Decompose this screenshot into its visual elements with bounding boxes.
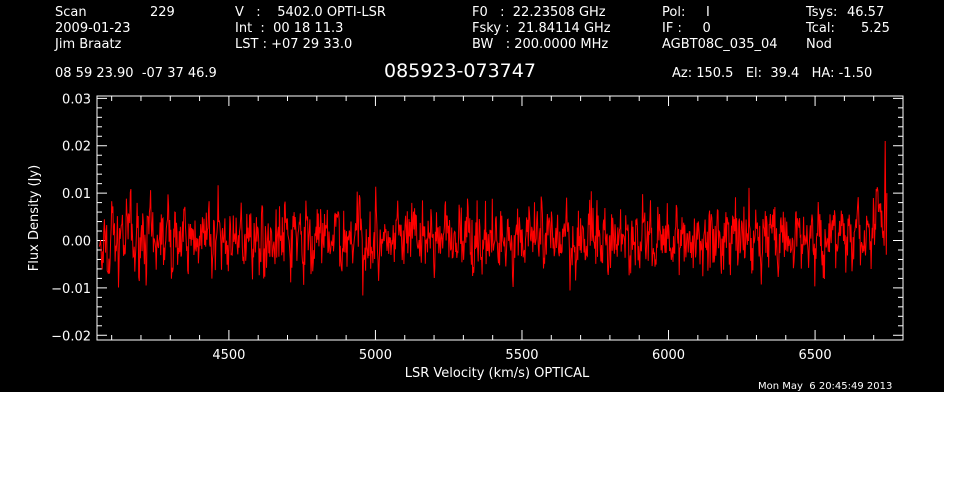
if-line: IF : 0 bbox=[662, 21, 711, 36]
spectrum-chart: 4500 5000 5500 6000 6500 −0.02 −0.01 0.00 0.01 0.… bbox=[27, 92, 904, 381]
y-tick-label: −0.02 bbox=[51, 329, 91, 344]
x-axis-label: LSR Velocity (km/s) OPTICAL bbox=[405, 366, 590, 381]
plot-timestamp: Mon May 6 20:45:49 2013 bbox=[758, 381, 893, 392]
y-tick-label: 0.02 bbox=[62, 140, 91, 155]
x-tick-label: 5000 bbox=[359, 348, 392, 363]
y-tick-label: 0.01 bbox=[62, 187, 91, 202]
x-tick-label: 6500 bbox=[799, 348, 832, 363]
sky-frequency-line: Fsky : 21.84114 GHz bbox=[472, 21, 611, 36]
rest-frequency-line: F0 : 22.23508 GHz bbox=[472, 5, 606, 20]
scan-label: Scan bbox=[55, 5, 87, 20]
observing-mode: Nod bbox=[806, 37, 832, 52]
polarization-line: Pol: I bbox=[662, 5, 710, 20]
tsys-label: Tsys: bbox=[806, 5, 838, 20]
integration-line: Int : 00 18 11.3 bbox=[235, 21, 344, 36]
plot-frame bbox=[96, 95, 904, 341]
scan-value: 229 bbox=[150, 5, 175, 20]
velocity-line: V : 5402.0 OPTI-LSR bbox=[235, 5, 386, 20]
project-id: AGBT08C_035_04 bbox=[662, 37, 778, 52]
observation-date: 2009-01-23 bbox=[55, 21, 131, 36]
spectrum-trace bbox=[98, 140, 888, 296]
y-tick-label: −0.01 bbox=[51, 282, 91, 297]
tsys-value: 46.57 bbox=[847, 5, 885, 20]
y-axis-label: Flux Density (Jy) bbox=[27, 165, 42, 271]
tcal-label: Tcal: bbox=[806, 21, 835, 36]
az-el-ha: Az: 150.5 El: 39.4 HA: -1.50 bbox=[672, 66, 873, 81]
y-tick-label: 0.03 bbox=[62, 92, 91, 107]
source-name: 085923-073747 bbox=[384, 60, 536, 82]
y-tick-label: 0.00 bbox=[62, 235, 91, 250]
source-coordinates: 08 59 23.90 -07 37 46.9 bbox=[55, 66, 217, 81]
x-tick-label: 5500 bbox=[505, 348, 538, 363]
x-tick-label: 6000 bbox=[652, 348, 685, 363]
observer-name: Jim Braatz bbox=[55, 37, 122, 52]
x-tick-label: 4500 bbox=[212, 348, 245, 363]
spectrum-plot-panel: Scan 229 V : 5402.0 OPTI-LSR F0 : 22.235… bbox=[0, 0, 944, 392]
bandwidth-line: BW : 200.0000 MHz bbox=[472, 37, 609, 52]
tcal-value: 5.25 bbox=[861, 21, 890, 36]
lst-line: LST : +07 29 33.0 bbox=[235, 37, 353, 52]
